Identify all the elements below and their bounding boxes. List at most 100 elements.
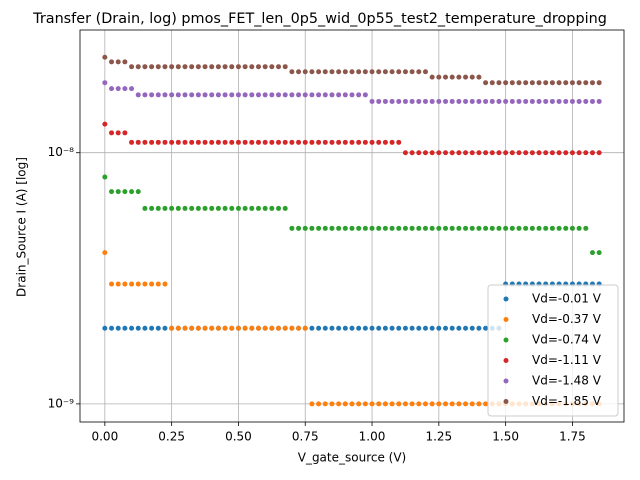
point (182, 64, 188, 70)
point (356, 325, 362, 331)
point (175, 205, 181, 211)
point (215, 139, 221, 145)
point (242, 205, 248, 211)
point (449, 401, 455, 407)
point (349, 225, 355, 231)
point (549, 150, 555, 156)
point (162, 92, 168, 98)
point (549, 98, 555, 104)
legend-label: Vd=-1.85 V (532, 394, 602, 408)
point (129, 139, 135, 145)
point (483, 325, 489, 331)
point (269, 325, 275, 331)
y-tick-label: 10⁻⁸ (48, 145, 75, 159)
x-tick-label: 0.75 (292, 430, 319, 444)
point (195, 325, 201, 331)
point (396, 98, 402, 104)
point (569, 80, 575, 86)
point (142, 281, 148, 287)
point (469, 401, 475, 407)
point (342, 139, 348, 145)
point (543, 98, 549, 104)
point (449, 150, 455, 156)
point (416, 401, 422, 407)
point (162, 64, 168, 70)
point (529, 98, 535, 104)
point (282, 92, 288, 98)
point (476, 98, 482, 104)
point (516, 150, 522, 156)
point (536, 225, 542, 231)
point (302, 139, 308, 145)
point (255, 139, 261, 145)
legend-box (487, 284, 619, 417)
point (596, 98, 602, 104)
point (235, 325, 241, 331)
point (249, 325, 255, 331)
point (589, 150, 595, 156)
point (443, 401, 449, 407)
point (429, 325, 435, 331)
point (235, 139, 241, 145)
point (349, 325, 355, 331)
point (282, 325, 288, 331)
point (396, 225, 402, 231)
point (576, 80, 582, 86)
point (483, 401, 489, 407)
point (222, 325, 228, 331)
point (175, 92, 181, 98)
point (436, 325, 442, 331)
point (149, 64, 155, 70)
point (115, 281, 121, 287)
legend-marker (503, 337, 509, 343)
point (155, 325, 161, 331)
point (122, 281, 128, 287)
point (222, 92, 228, 98)
point (296, 325, 302, 331)
point (129, 325, 135, 331)
point (262, 64, 268, 70)
point (109, 281, 115, 287)
point (469, 225, 475, 231)
point (129, 86, 135, 92)
point (342, 92, 348, 98)
point (543, 80, 549, 86)
legend-marker (503, 358, 509, 363)
point (342, 225, 348, 231)
x-tick-label: 1.75 (559, 430, 586, 444)
point (135, 64, 141, 70)
point (402, 69, 408, 75)
point (229, 139, 235, 145)
point (529, 225, 535, 231)
point (436, 98, 442, 104)
x-tick-label: 1.00 (359, 430, 386, 444)
point (483, 98, 489, 104)
point (155, 64, 161, 70)
point (322, 325, 328, 331)
point (422, 98, 428, 104)
point (209, 64, 215, 70)
point (556, 225, 562, 231)
point (149, 139, 155, 145)
point (222, 139, 228, 145)
point (429, 74, 435, 80)
point (169, 205, 175, 211)
legend-marker (503, 399, 509, 404)
point (102, 121, 108, 127)
point (463, 150, 469, 156)
point (115, 325, 121, 331)
point (489, 80, 495, 86)
point (115, 130, 121, 136)
x-tick-label: 0.00 (91, 430, 118, 444)
point (436, 150, 442, 156)
point (249, 64, 255, 70)
point (229, 205, 235, 211)
point (463, 325, 469, 331)
point (209, 325, 215, 331)
point (329, 69, 335, 75)
point (509, 150, 515, 156)
point (336, 139, 342, 145)
point (436, 401, 442, 407)
point (503, 150, 509, 156)
point (496, 98, 502, 104)
